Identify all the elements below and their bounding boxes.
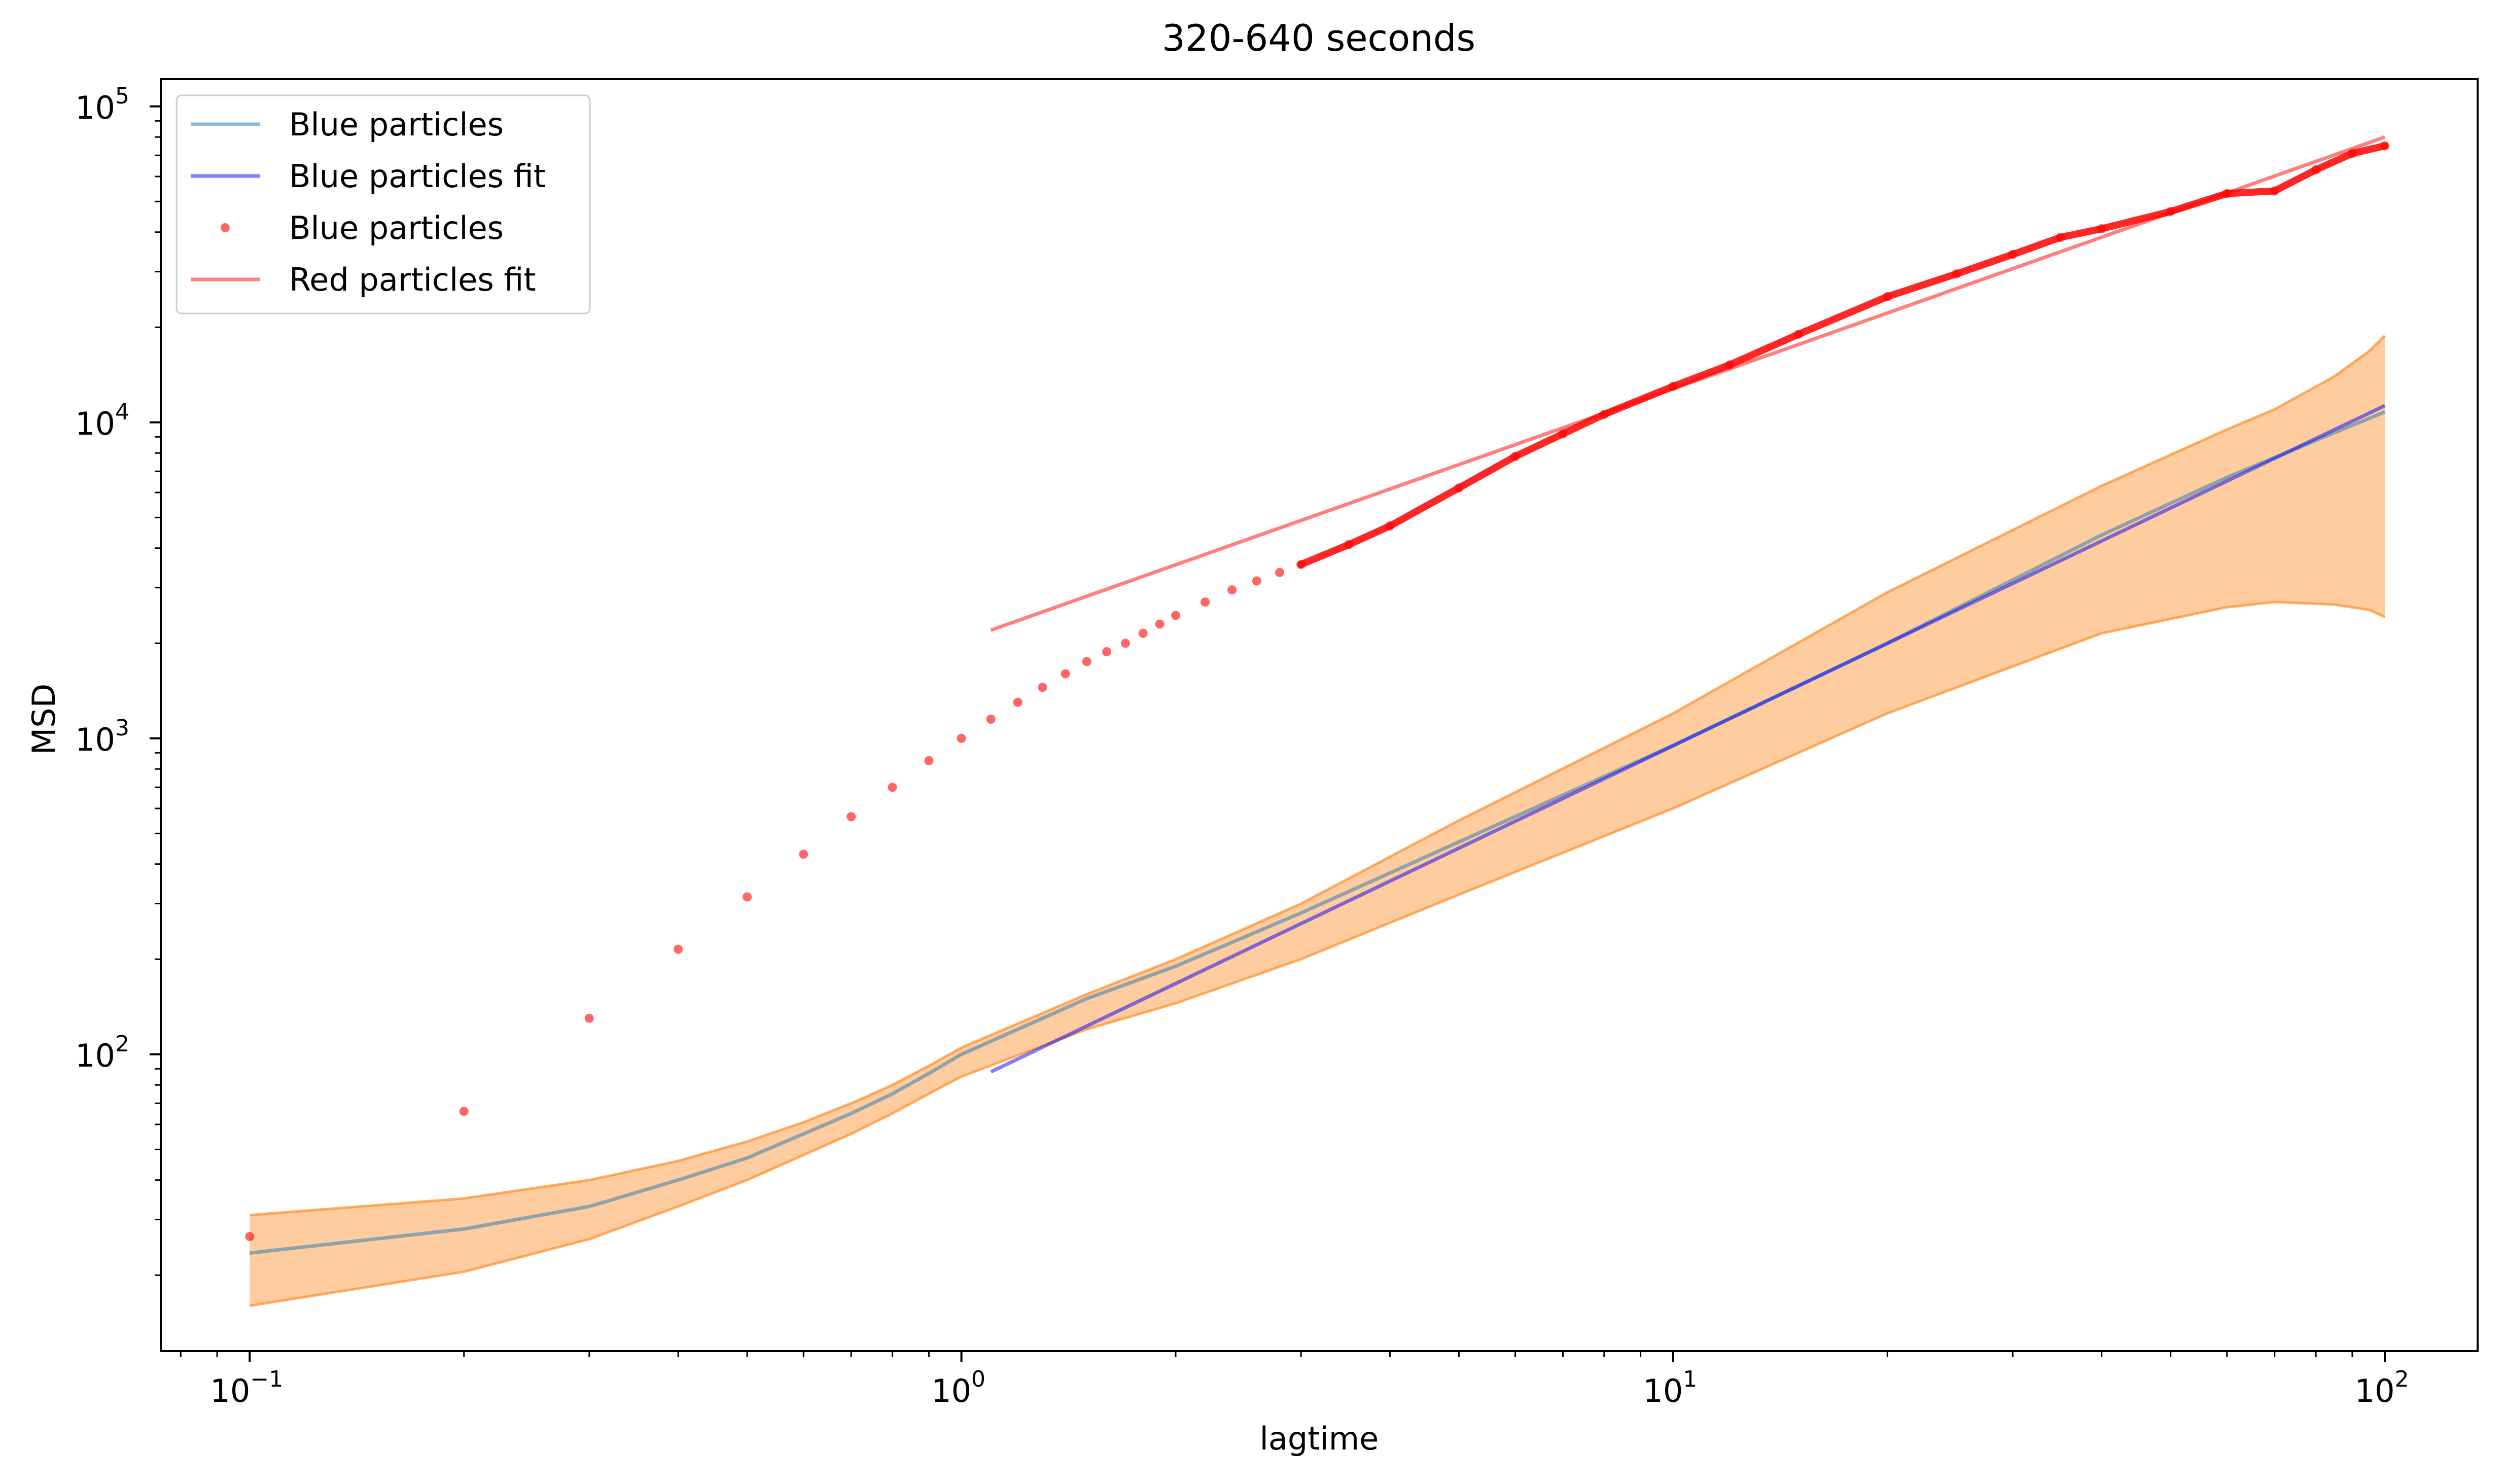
data-point (1201, 597, 1210, 607)
legend-entry-label: Blue particles (289, 209, 504, 246)
y-tick-label-exponent: 3 (115, 715, 129, 741)
series-line-3 (990, 135, 2386, 632)
legend: Blue particles Blue particles fit Blue par… (175, 94, 591, 314)
legend-entry-label: Red particles fit (289, 261, 536, 298)
x-axis-label: lagtime (1260, 1420, 1379, 1457)
error-band-upper-edge (250, 335, 2386, 1217)
y-tick-label-exponent: 5 (115, 83, 129, 109)
data-point (1102, 647, 1111, 656)
x-tick-label-exponent: 0 (971, 1366, 985, 1392)
x-tick-label-exponent: −1 (250, 1366, 283, 1392)
legend-box (175, 94, 591, 314)
data-point (1013, 697, 1022, 707)
data-point (459, 1107, 469, 1116)
data-point (1275, 568, 1285, 577)
data-point (957, 733, 966, 743)
x-tick-label-exponent: 1 (1683, 1366, 1697, 1392)
y-tick-label-exponent: 2 (115, 1031, 129, 1057)
legend-entry-label: Blue particles (289, 106, 504, 143)
data-point (799, 850, 808, 859)
data-point (1227, 585, 1237, 595)
data-point (846, 812, 856, 822)
data-point (1082, 657, 1091, 666)
chart-title: 320-640 seconds (1162, 17, 1475, 59)
data-point-dense-trace (1297, 142, 2389, 568)
data-point (986, 715, 996, 724)
series-line-1 (990, 404, 2386, 1074)
data-point (1038, 683, 1047, 692)
data-point (1061, 669, 1070, 679)
data-point (1252, 576, 1261, 586)
y-tick-label-exponent: 4 (115, 399, 129, 425)
legend-entry-label: Blue particles fit (289, 158, 546, 195)
data-point (1138, 628, 1148, 638)
legend-swatch-marker (221, 223, 230, 232)
axes-frame (160, 78, 2479, 1352)
plot-area (245, 135, 2390, 1308)
error-band (250, 336, 2385, 1306)
x-tick-label: 102 (2355, 1366, 2409, 1409)
error-band-lower-edge (249, 600, 2386, 1308)
data-point (924, 756, 934, 765)
data-point (674, 944, 683, 954)
data-point (245, 1232, 255, 1242)
data-point (743, 892, 752, 902)
data-point (1171, 611, 1180, 620)
y-axis-label: MSD (25, 684, 62, 755)
x-tick-label-exponent: 2 (2395, 1366, 2409, 1392)
data-point (1155, 619, 1165, 629)
data-point (584, 1013, 594, 1023)
data-point (888, 783, 897, 792)
data-point (1121, 639, 1130, 648)
